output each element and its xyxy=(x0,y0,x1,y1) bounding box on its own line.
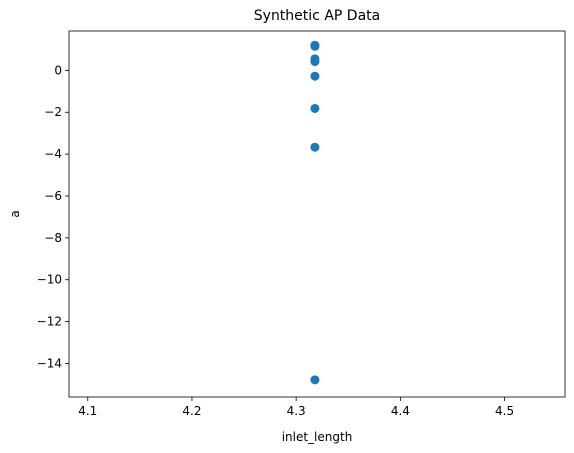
y-tick-label: −2 xyxy=(44,105,62,119)
chart-title: Synthetic AP Data xyxy=(254,8,380,24)
y-axis-label: a xyxy=(8,210,22,217)
y-tick-label: −14 xyxy=(37,356,62,370)
y-tick-label: −8 xyxy=(44,231,62,245)
data-point xyxy=(310,142,320,152)
plot-frame xyxy=(68,30,566,398)
y-tick-label: −6 xyxy=(44,189,62,203)
plot-area xyxy=(69,31,565,397)
data-point xyxy=(310,57,320,67)
data-points xyxy=(310,40,320,385)
x-tick-label: 4.5 xyxy=(495,404,514,418)
x-tick-label: 4.3 xyxy=(287,404,306,418)
x-axis-label: inlet_length xyxy=(282,430,353,444)
x-axis-ticks: 4.1 4.2 4.3 4.4 4.5 xyxy=(78,397,514,418)
y-tick-label: 0 xyxy=(54,63,62,77)
x-tick-label: 4.1 xyxy=(78,404,97,418)
data-point xyxy=(310,71,320,81)
y-axis-ticks: 0 −2 −4 −6 −8 −10 −12 −14 xyxy=(37,63,69,370)
y-tick-label: −10 xyxy=(37,273,62,287)
data-point xyxy=(310,375,320,385)
x-tick-label: 4.4 xyxy=(391,404,410,418)
data-point xyxy=(310,103,320,113)
x-tick-label: 4.2 xyxy=(182,404,201,418)
y-tick-label: −4 xyxy=(44,147,62,161)
y-tick-label: −12 xyxy=(37,315,62,329)
data-point xyxy=(310,41,320,51)
